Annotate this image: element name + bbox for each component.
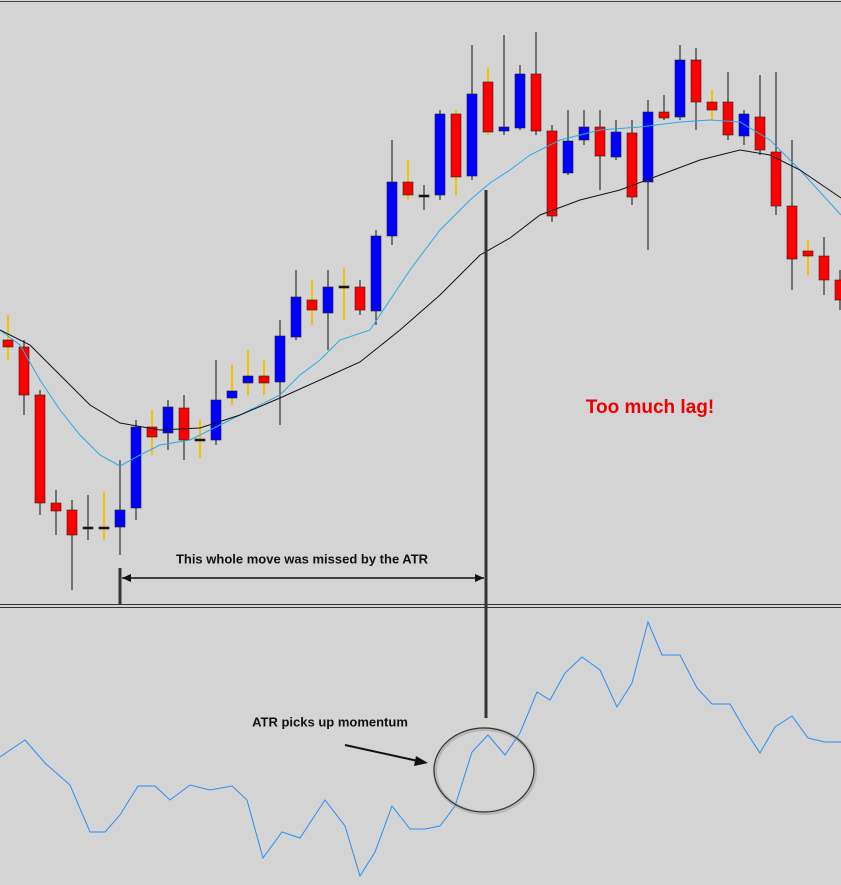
candle-body bbox=[610, 131, 622, 158]
slow-moving-average bbox=[0, 149, 841, 431]
candle-body bbox=[674, 59, 686, 118]
fast-moving-average bbox=[0, 119, 841, 467]
candle-body bbox=[706, 101, 718, 111]
pointer-arrowhead bbox=[414, 756, 428, 766]
candle-body bbox=[482, 81, 494, 133]
atr-line bbox=[0, 620, 841, 878]
candle-body bbox=[562, 140, 574, 174]
candle-body bbox=[402, 181, 414, 196]
pointer-arrow bbox=[344, 744, 419, 762]
candle-body bbox=[162, 406, 174, 434]
candle-body bbox=[466, 93, 478, 177]
candle-body bbox=[226, 390, 238, 399]
candle-body bbox=[66, 509, 78, 536]
highlight-circle bbox=[433, 727, 535, 813]
candle-body bbox=[546, 130, 558, 217]
candle-body bbox=[722, 101, 734, 136]
candle-body bbox=[210, 399, 222, 441]
candle-body bbox=[802, 250, 814, 257]
candle-body bbox=[450, 113, 462, 178]
candle-body bbox=[690, 59, 702, 103]
candle-body bbox=[514, 73, 526, 129]
candle-body bbox=[834, 279, 841, 301]
candle-body bbox=[322, 286, 334, 314]
candle-body bbox=[530, 73, 542, 132]
candle-body bbox=[242, 375, 254, 384]
annotation: Too much lag! bbox=[586, 397, 714, 418]
candle-body bbox=[50, 502, 62, 512]
candle-body bbox=[786, 205, 798, 260]
candle-body bbox=[434, 113, 446, 196]
candle-body bbox=[2, 339, 14, 348]
candle-body bbox=[274, 335, 286, 383]
candle-body bbox=[194, 438, 206, 442]
candle-body bbox=[306, 299, 318, 311]
candle-body bbox=[98, 526, 110, 530]
candle-body bbox=[770, 151, 782, 207]
candle-body bbox=[418, 194, 430, 198]
candle-body bbox=[178, 407, 190, 441]
candle-body bbox=[338, 285, 350, 289]
candle-body bbox=[594, 126, 606, 157]
candle-body bbox=[498, 126, 510, 132]
candle-body bbox=[130, 426, 142, 509]
annotation: This whole move was missed by the ATR bbox=[176, 551, 429, 566]
highlight-shadow bbox=[433, 727, 537, 815]
candles bbox=[2, 32, 841, 590]
candle-body bbox=[258, 375, 270, 384]
candle-body bbox=[18, 346, 30, 396]
candle-body bbox=[818, 255, 830, 281]
annotation: ATR picks up momentum bbox=[252, 714, 408, 729]
candle-body bbox=[146, 426, 158, 438]
candle-body bbox=[82, 526, 94, 530]
candle-body bbox=[386, 181, 398, 237]
candle-body bbox=[34, 394, 46, 504]
candle-body bbox=[370, 235, 382, 312]
candle-body bbox=[626, 132, 638, 198]
candle-body bbox=[290, 296, 302, 338]
candle-body bbox=[642, 111, 654, 183]
candle-body bbox=[114, 509, 126, 528]
candle-body bbox=[658, 111, 670, 119]
candle-body bbox=[354, 286, 366, 311]
candle-body bbox=[738, 113, 750, 137]
